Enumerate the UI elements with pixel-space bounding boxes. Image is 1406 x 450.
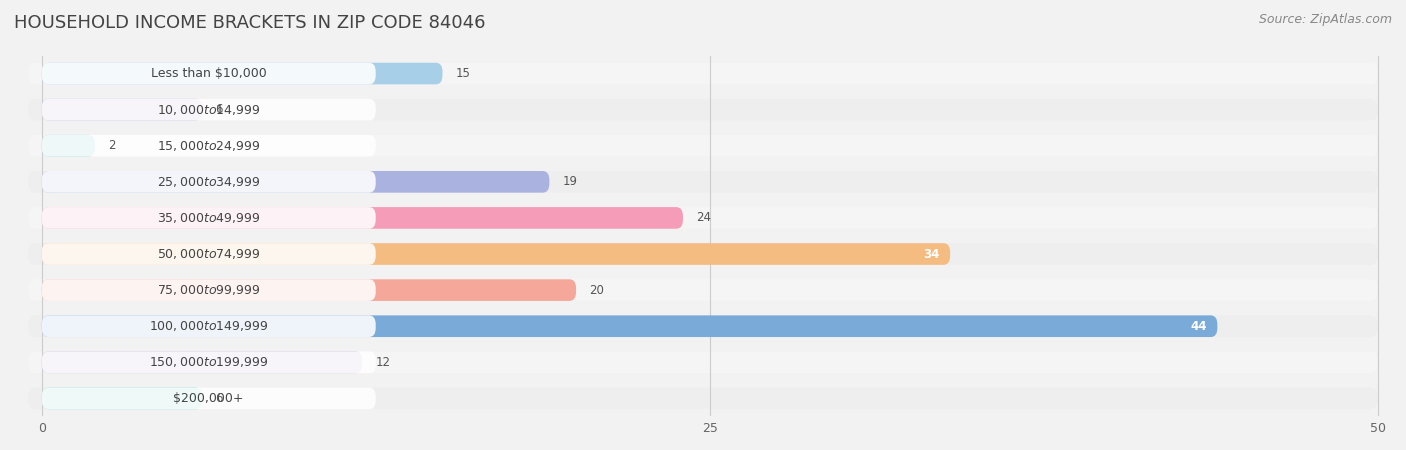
FancyBboxPatch shape: [42, 207, 683, 229]
FancyBboxPatch shape: [42, 171, 375, 193]
FancyBboxPatch shape: [42, 63, 443, 85]
Text: $150,000 to $199,999: $150,000 to $199,999: [149, 356, 269, 369]
FancyBboxPatch shape: [42, 315, 1218, 337]
FancyBboxPatch shape: [42, 279, 576, 301]
Text: $100,000 to $149,999: $100,000 to $149,999: [149, 319, 269, 333]
FancyBboxPatch shape: [28, 63, 1378, 85]
FancyBboxPatch shape: [28, 207, 1378, 229]
FancyBboxPatch shape: [42, 99, 375, 121]
Text: HOUSEHOLD INCOME BRACKETS IN ZIP CODE 84046: HOUSEHOLD INCOME BRACKETS IN ZIP CODE 84…: [14, 14, 485, 32]
Text: 24: 24: [696, 212, 711, 225]
Text: Less than $10,000: Less than $10,000: [150, 67, 267, 80]
FancyBboxPatch shape: [42, 351, 363, 373]
FancyBboxPatch shape: [42, 315, 375, 337]
FancyBboxPatch shape: [28, 99, 1378, 121]
FancyBboxPatch shape: [28, 387, 1378, 409]
FancyBboxPatch shape: [42, 243, 375, 265]
Text: 20: 20: [589, 284, 605, 297]
FancyBboxPatch shape: [28, 171, 1378, 193]
Text: $35,000 to $49,999: $35,000 to $49,999: [157, 211, 260, 225]
FancyBboxPatch shape: [42, 279, 375, 301]
Text: 34: 34: [924, 248, 939, 261]
Text: 15: 15: [456, 67, 471, 80]
FancyBboxPatch shape: [28, 315, 1378, 337]
FancyBboxPatch shape: [42, 135, 375, 157]
Text: $75,000 to $99,999: $75,000 to $99,999: [157, 283, 260, 297]
Text: 12: 12: [375, 356, 391, 369]
FancyBboxPatch shape: [42, 63, 375, 85]
Text: $25,000 to $34,999: $25,000 to $34,999: [157, 175, 260, 189]
Text: 2: 2: [108, 139, 117, 152]
FancyBboxPatch shape: [42, 387, 375, 409]
Text: 44: 44: [1189, 320, 1206, 333]
Text: $50,000 to $74,999: $50,000 to $74,999: [157, 247, 260, 261]
Text: 19: 19: [562, 176, 578, 189]
FancyBboxPatch shape: [42, 387, 202, 409]
Text: $10,000 to $14,999: $10,000 to $14,999: [157, 103, 260, 117]
FancyBboxPatch shape: [42, 207, 375, 229]
FancyBboxPatch shape: [28, 135, 1378, 157]
FancyBboxPatch shape: [42, 171, 550, 193]
FancyBboxPatch shape: [42, 135, 96, 157]
Text: 6: 6: [215, 103, 224, 116]
Text: 6: 6: [215, 392, 224, 405]
Text: Source: ZipAtlas.com: Source: ZipAtlas.com: [1258, 14, 1392, 27]
FancyBboxPatch shape: [28, 279, 1378, 301]
FancyBboxPatch shape: [42, 351, 375, 373]
Text: $200,000+: $200,000+: [173, 392, 245, 405]
Text: $15,000 to $24,999: $15,000 to $24,999: [157, 139, 260, 153]
FancyBboxPatch shape: [28, 243, 1378, 265]
FancyBboxPatch shape: [42, 243, 950, 265]
FancyBboxPatch shape: [42, 99, 202, 121]
FancyBboxPatch shape: [28, 351, 1378, 373]
